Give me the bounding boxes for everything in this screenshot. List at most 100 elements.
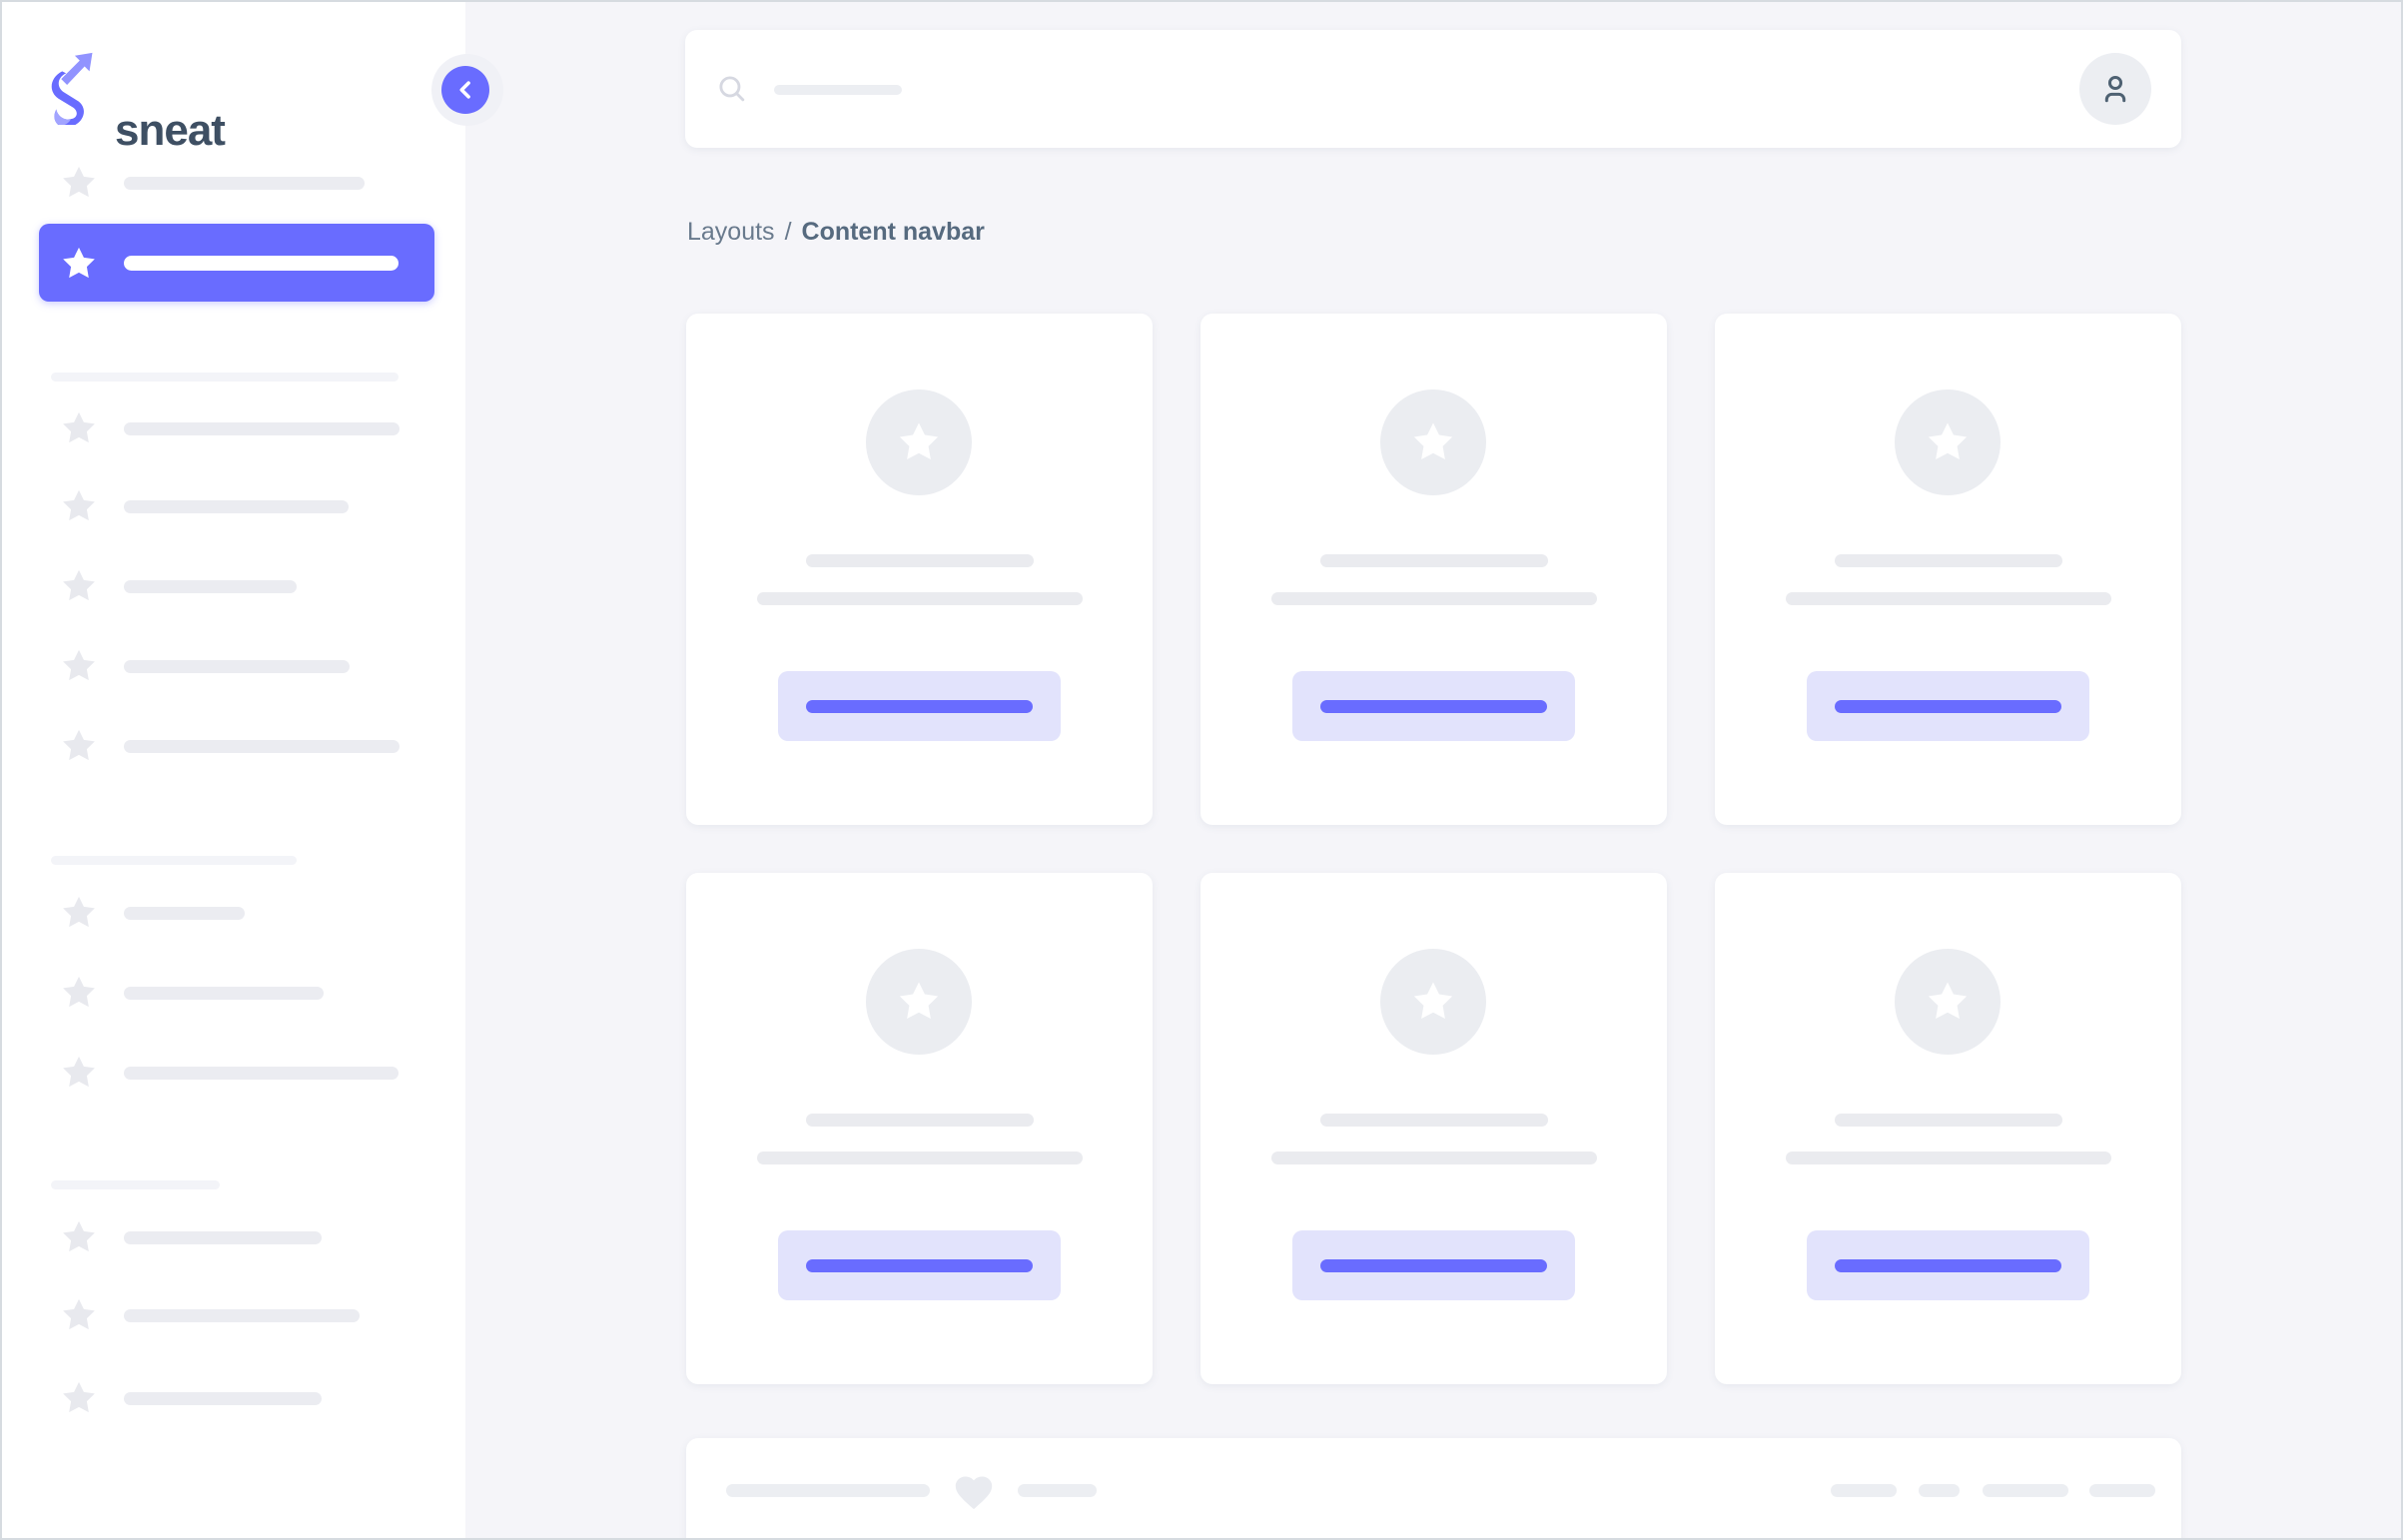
search-box[interactable] — [685, 30, 1583, 148]
card-text-skeleton — [1319, 1114, 1548, 1127]
sidebar-item-label-skeleton — [124, 421, 400, 435]
placeholder-card — [1201, 314, 1667, 825]
bottom-card-skeleton-bar — [726, 1484, 930, 1497]
star-icon — [59, 487, 99, 525]
logo-tail-shape — [54, 109, 72, 125]
sidebar-collapse-button[interactable] — [441, 66, 489, 114]
placeholder-card — [686, 873, 1153, 1384]
sidebar-item[interactable] — [39, 157, 434, 209]
placeholder-card — [686, 314, 1153, 825]
sidebar-item[interactable] — [39, 1289, 434, 1341]
brand-name: sneat — [115, 106, 226, 155]
person-icon — [2097, 71, 2133, 107]
button-label-skeleton — [1320, 699, 1547, 713]
sidebar-section-heading-skeleton — [51, 372, 399, 382]
card-avatar — [1380, 949, 1486, 1055]
card-avatar — [1380, 389, 1486, 495]
star-icon — [59, 727, 99, 765]
card-action-button[interactable] — [778, 671, 1061, 741]
button-label-skeleton — [1835, 1258, 2061, 1272]
sidebar-item-label-skeleton — [124, 1066, 399, 1080]
card-text-skeleton — [1785, 592, 2111, 605]
sidebar-item-label-skeleton — [124, 1308, 360, 1322]
user-avatar[interactable] — [2079, 53, 2151, 125]
bottom-card-skeleton-bar — [1983, 1484, 2068, 1497]
star-icon — [59, 567, 99, 605]
sidebar-item[interactable] — [39, 402, 434, 454]
bottom-card-skeleton-bar — [1831, 1484, 1897, 1497]
topbar — [685, 30, 2181, 148]
chevron-left-icon — [450, 75, 480, 105]
sidebar-item[interactable] — [39, 1047, 434, 1099]
card-text-skeleton — [756, 592, 1083, 605]
star-icon — [59, 1054, 99, 1092]
star-icon — [895, 979, 943, 1025]
sidebar-item-active[interactable] — [39, 224, 434, 302]
card-text-skeleton — [1834, 554, 2062, 567]
star-icon — [59, 894, 99, 932]
sidebar-item-label-skeleton — [124, 659, 350, 673]
card-text-skeleton — [1834, 1114, 2062, 1127]
sidebar-item[interactable] — [39, 560, 434, 612]
bottom-card-skeleton-bar — [1919, 1484, 1960, 1497]
star-icon — [59, 1218, 99, 1256]
star-icon — [59, 164, 99, 202]
bottom-card-skeleton-bar — [2089, 1484, 2155, 1497]
search-placeholder-bar — [774, 85, 902, 95]
bottom-card-skeleton-bar — [1018, 1484, 1097, 1497]
bottom-card — [686, 1438, 2181, 1538]
heart-icon[interactable] — [952, 1471, 996, 1511]
card-avatar — [866, 949, 972, 1055]
card-action-button[interactable] — [1292, 1230, 1575, 1300]
button-label-skeleton — [1320, 1258, 1547, 1272]
sidebar-item[interactable] — [39, 1211, 434, 1263]
sidebar-item-label-skeleton — [124, 255, 399, 271]
card-avatar — [1895, 389, 2001, 495]
card-action-button[interactable] — [1807, 671, 2089, 741]
card-avatar — [866, 389, 972, 495]
card-text-skeleton — [805, 1114, 1034, 1127]
star-icon — [59, 647, 99, 685]
card-avatar — [1895, 949, 2001, 1055]
sidebar-section-heading-skeleton — [51, 1179, 220, 1189]
star-icon — [895, 419, 943, 465]
placeholder-card — [1715, 314, 2181, 825]
sidebar-item[interactable] — [39, 967, 434, 1019]
star-icon — [1409, 979, 1457, 1025]
card-text-skeleton — [1785, 1152, 2111, 1164]
breadcrumb-current: Content navbar — [801, 218, 985, 246]
sneat-logo-icon — [47, 47, 97, 125]
sidebar-item-label-skeleton — [124, 579, 297, 593]
search-icon — [717, 74, 748, 105]
star-icon — [1409, 419, 1457, 465]
breadcrumb-separator: / — [784, 218, 792, 246]
breadcrumb: Layouts / Content navbar — [687, 217, 985, 247]
sidebar-item[interactable] — [39, 1372, 434, 1424]
sidebar-item[interactable] — [39, 480, 434, 532]
star-icon — [59, 409, 99, 447]
button-label-skeleton — [806, 1258, 1033, 1272]
card-action-button[interactable] — [778, 1230, 1061, 1300]
sidebar-section-heading-skeleton — [51, 855, 297, 865]
button-label-skeleton — [1835, 699, 2061, 713]
sidebar-item-label-skeleton — [124, 906, 245, 920]
logo-s-shape — [51, 71, 84, 125]
star-icon — [59, 1296, 99, 1334]
star-icon — [59, 1379, 99, 1417]
star-icon — [59, 245, 99, 283]
sidebar-menu — [2, 2, 465, 1538]
sidebar-item-label-skeleton — [124, 1230, 322, 1244]
card-action-button[interactable] — [1807, 1230, 2089, 1300]
card-text-skeleton — [1270, 1152, 1597, 1164]
sidebar-item[interactable] — [39, 720, 434, 772]
sidebar-item[interactable] — [39, 887, 434, 939]
breadcrumb-parent[interactable]: Layouts — [687, 218, 775, 246]
button-label-skeleton — [806, 699, 1033, 713]
star-icon — [1924, 419, 1972, 465]
card-text-skeleton — [1270, 592, 1597, 605]
card-action-button[interactable] — [1292, 671, 1575, 741]
star-icon — [1924, 979, 1972, 1025]
logo-arrow-shape — [61, 52, 93, 86]
sidebar-item[interactable] — [39, 640, 434, 692]
